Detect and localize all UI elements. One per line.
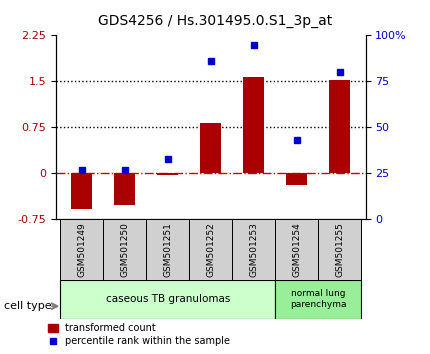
Bar [286, 173, 307, 184]
FancyBboxPatch shape [60, 280, 275, 319]
FancyBboxPatch shape [275, 280, 361, 319]
Text: GSM501253: GSM501253 [249, 222, 258, 277]
Text: GDS4256 / Hs.301495.0.S1_3p_at: GDS4256 / Hs.301495.0.S1_3p_at [98, 14, 332, 28]
Text: GSM501251: GSM501251 [163, 222, 172, 277]
Text: GSM501254: GSM501254 [292, 222, 301, 277]
Bar [243, 77, 264, 173]
Bar [71, 173, 92, 209]
FancyBboxPatch shape [103, 219, 146, 280]
Text: GSM501255: GSM501255 [335, 222, 344, 277]
Bar [114, 173, 135, 205]
Text: normal lung
parenchyma: normal lung parenchyma [290, 290, 347, 309]
Legend: transformed count, percentile rank within the sample: transformed count, percentile rank withi… [48, 324, 230, 346]
Text: caseous TB granulomas: caseous TB granulomas [105, 294, 230, 304]
Bar [157, 173, 178, 175]
Bar [329, 80, 350, 173]
FancyBboxPatch shape [232, 219, 275, 280]
Bar [200, 123, 221, 173]
Text: GSM501250: GSM501250 [120, 222, 129, 277]
FancyBboxPatch shape [189, 219, 232, 280]
Text: GSM501249: GSM501249 [77, 222, 86, 277]
FancyBboxPatch shape [275, 219, 318, 280]
Text: cell type: cell type [4, 301, 52, 311]
Text: GSM501252: GSM501252 [206, 222, 215, 277]
FancyBboxPatch shape [318, 219, 361, 280]
FancyBboxPatch shape [60, 219, 103, 280]
FancyBboxPatch shape [146, 219, 189, 280]
